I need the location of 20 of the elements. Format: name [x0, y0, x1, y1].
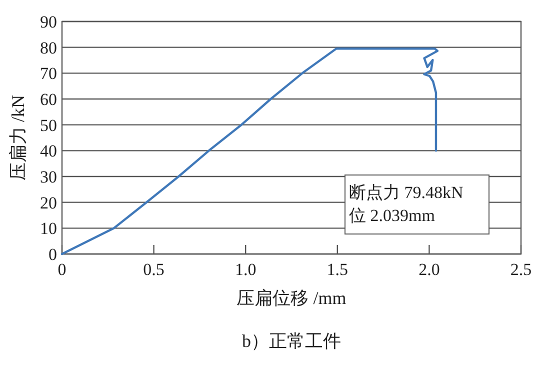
x-tick-label: 2.0 [418, 260, 440, 279]
y-tick-label: 60 [40, 90, 57, 109]
y-tick-label: 20 [40, 193, 57, 212]
y-tick-label: 40 [40, 142, 57, 161]
y-axis-title: 压扁力 /kN [8, 95, 28, 180]
y-tick-label: 30 [40, 168, 57, 186]
text: b）正常工件 [242, 331, 341, 351]
y-tick-label: 10 [40, 219, 57, 238]
y-tick-label: 80 [40, 38, 57, 58]
x-tick-label: 0.5 [143, 260, 164, 279]
y-tick-label: 50 [40, 116, 57, 135]
x-tick-label: 1.0 [234, 260, 256, 279]
x-tick-label: 1.5 [326, 260, 348, 279]
annotation: 断点力 79.48kN [349, 183, 464, 202]
y-tick-label: 90 [40, 12, 57, 32]
x-axis-title: 压扁位移 /mm [236, 288, 346, 308]
x-tick-label: 2.5 [510, 260, 532, 279]
y-tick-label: 0 [48, 245, 57, 264]
y-tick-label: 70 [40, 64, 57, 84]
annotation: 位 2.039mm [349, 206, 435, 225]
